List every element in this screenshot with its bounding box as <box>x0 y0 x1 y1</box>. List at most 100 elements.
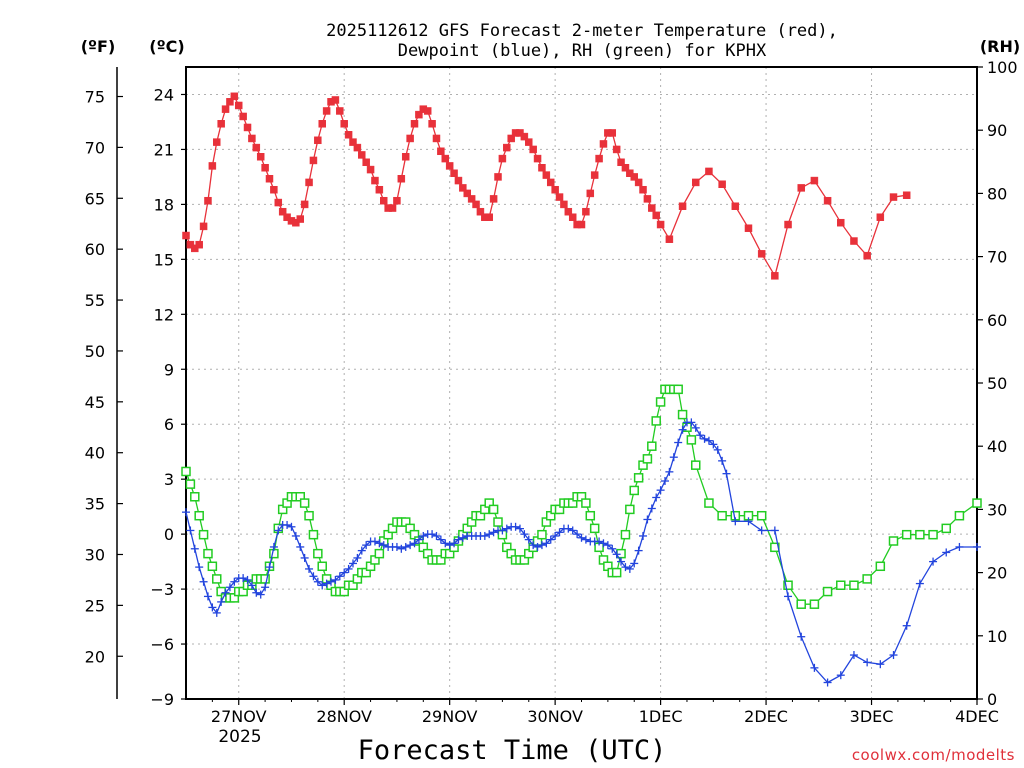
rh-point <box>207 561 218 572</box>
fahrenheit-tick-label: 55 <box>85 291 105 310</box>
x-tick-label: 1DEC <box>639 707 683 726</box>
temperature-point <box>551 185 559 194</box>
temperature-point <box>428 120 436 128</box>
fahrenheit-tick-label: 50 <box>85 342 105 361</box>
dewpoint-point <box>515 524 524 533</box>
dewpoint-point <box>603 541 612 550</box>
temperature-point <box>599 140 608 148</box>
temperature-point <box>243 123 252 132</box>
dewpoint-point <box>770 526 779 535</box>
temperature-point <box>525 138 533 146</box>
temperature-point <box>248 134 256 143</box>
dewpoint-point <box>696 431 705 440</box>
dewpoint-point <box>239 574 248 583</box>
temperature-point <box>485 213 493 221</box>
dewpoint-point <box>199 577 208 586</box>
temperature-point <box>296 215 305 223</box>
temperature-point <box>450 169 458 177</box>
dewpoint-point <box>520 530 529 539</box>
temperature-point <box>876 213 885 221</box>
dewpoint-point <box>436 535 445 544</box>
dewpoint-point <box>709 440 718 449</box>
rh-point <box>194 510 204 521</box>
temperature-point <box>331 96 340 104</box>
temperature-point <box>441 154 450 163</box>
rh-point <box>198 529 209 540</box>
dewpoint-point <box>305 564 314 573</box>
dewpoint-point <box>713 445 722 454</box>
temperature-point <box>678 202 687 210</box>
temperature-point <box>199 222 208 231</box>
temperature-point <box>300 200 309 209</box>
dewpoint-point <box>203 592 212 601</box>
rh-point <box>783 580 793 590</box>
dewpoint-point <box>190 544 199 553</box>
dewpoint-point <box>652 493 661 502</box>
rh-point <box>651 416 661 426</box>
fahrenheit-tick-label: 40 <box>85 444 105 463</box>
dewpoint-point <box>313 577 322 586</box>
dewpoint-point <box>445 541 454 550</box>
dewpoint-point <box>348 559 357 568</box>
temperature-point <box>204 196 212 205</box>
dewpoint-point <box>410 539 419 548</box>
dewpoint-point <box>687 418 696 427</box>
dewpoint-point <box>406 541 415 550</box>
dewpoint-point <box>810 663 819 672</box>
celsius-tick-label: 18 <box>154 195 174 214</box>
temperature-point <box>415 110 423 119</box>
celsius-tick-label: 12 <box>154 305 174 324</box>
temperature-point <box>463 189 471 198</box>
rh-point <box>581 498 591 508</box>
temperature-point <box>595 154 603 163</box>
rh-point <box>875 561 886 572</box>
dewpoint-point <box>397 544 406 553</box>
rh-point <box>625 504 635 515</box>
dewpoint-point <box>357 546 366 555</box>
temperature-point <box>494 173 502 181</box>
celsius-tick-label: 9 <box>164 360 174 379</box>
dewpoint-point <box>370 537 379 546</box>
dewpoint-point <box>718 456 727 465</box>
dewpoint-point <box>529 541 538 550</box>
x-tick-label: 4DEC <box>955 707 999 726</box>
dewpoint-point <box>546 535 555 544</box>
dewpoint-point <box>511 522 520 531</box>
dewpoint-point <box>660 477 669 486</box>
celsius-tick-label: 21 <box>154 140 174 159</box>
dewpoint-point <box>700 434 709 443</box>
temperature-point <box>380 196 388 205</box>
x-tick-label: 30NOV <box>527 707 583 726</box>
temperature-point <box>586 189 595 198</box>
rh-point <box>888 536 899 546</box>
temperature-point <box>252 143 261 152</box>
dewpoint-point <box>665 467 674 476</box>
temperature-point <box>472 200 480 209</box>
temperature-point <box>568 213 577 221</box>
dewpoint-point <box>208 603 217 612</box>
temperature-point <box>621 164 630 172</box>
dewpoint-point <box>876 660 885 669</box>
rh-point <box>647 441 657 451</box>
rh-tick-label: 0 <box>987 690 997 709</box>
temperature-point <box>234 101 243 110</box>
temperature-point <box>656 220 665 229</box>
dewpoint-series <box>182 418 981 687</box>
temperature-point <box>314 136 322 145</box>
dewpoint-point <box>375 539 384 548</box>
dewpoint-point <box>392 542 401 551</box>
temperature-point <box>410 120 419 128</box>
temperature-point <box>617 158 625 167</box>
dewpoint-point <box>849 651 858 660</box>
dewpoint-point <box>221 588 230 597</box>
temperature-point <box>612 145 621 154</box>
fahrenheit-tick-label: 20 <box>85 647 105 666</box>
dewpoint-point <box>973 542 981 551</box>
celsius-tick-label: 3 <box>164 470 174 489</box>
rh-point <box>629 485 639 496</box>
temperature-point <box>652 211 660 220</box>
rh-tick-label: 30 <box>987 500 1007 519</box>
rh-point <box>809 599 820 609</box>
rh-point <box>299 498 310 508</box>
temperature-point <box>353 143 362 152</box>
